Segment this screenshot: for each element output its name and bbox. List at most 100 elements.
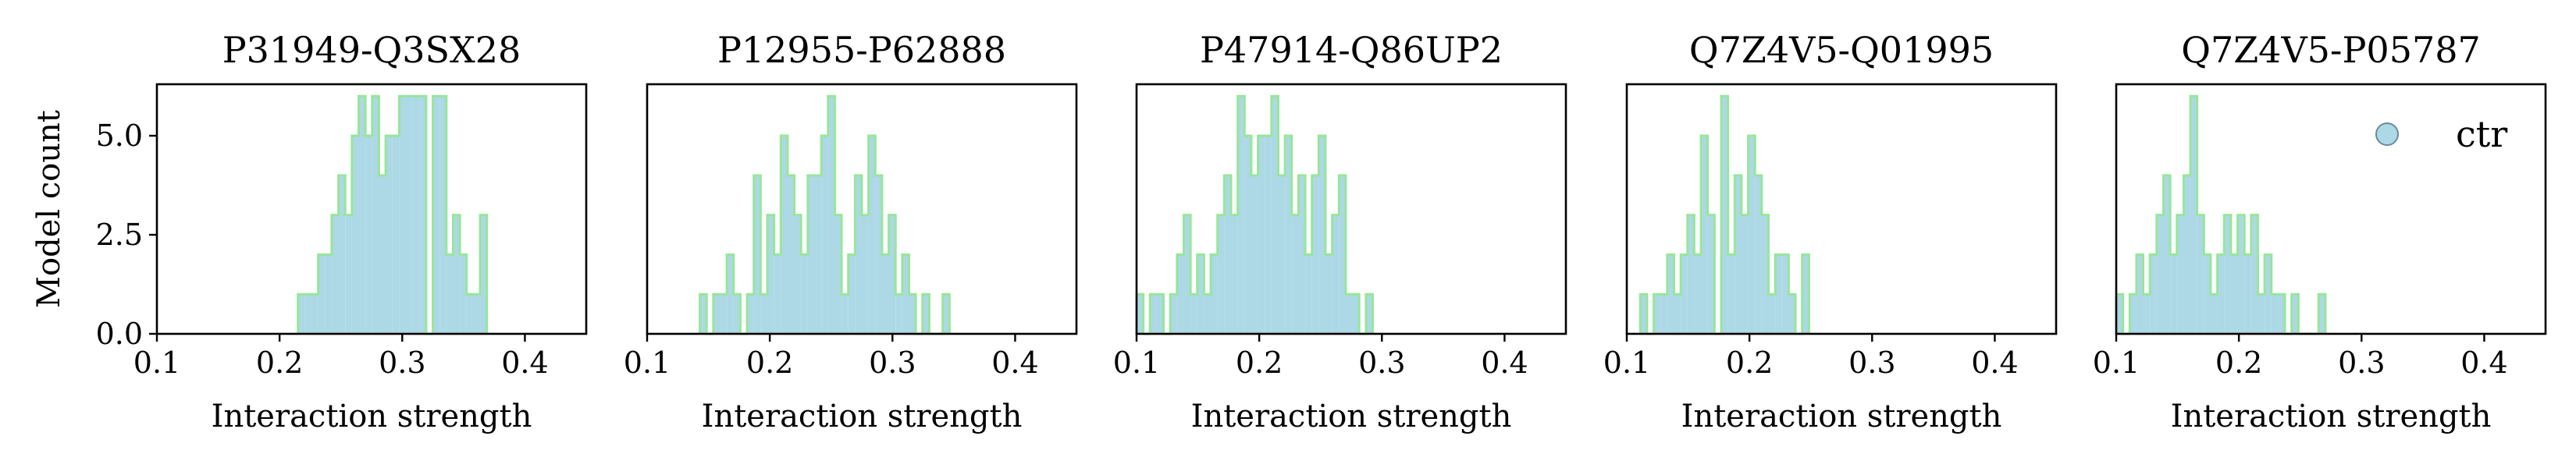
histogram-bar	[747, 294, 754, 334]
histogram-bar	[2258, 294, 2265, 334]
histogram-bar	[2278, 294, 2286, 334]
x-axis-label: Interaction strength	[212, 399, 532, 434]
histogram-bar	[1190, 294, 1197, 334]
histogram-bar	[1727, 254, 1735, 334]
histogram-bar	[1291, 214, 1299, 334]
histogram-bar	[875, 175, 882, 334]
histogram-bar	[304, 294, 311, 334]
histogram-bar	[2271, 294, 2279, 334]
histogram-bar	[720, 294, 728, 334]
histogram-bar	[1721, 96, 1728, 334]
histogram-bar	[834, 214, 842, 334]
histogram-bars	[699, 96, 950, 334]
x-tick-label: 0.4	[991, 346, 1038, 380]
histogram-bar	[895, 294, 902, 334]
panel-title: Q7Z4V5-P05787	[2181, 29, 2481, 71]
histogram-bar	[2265, 254, 2272, 334]
histogram-bar	[325, 254, 332, 334]
histogram-bar	[1748, 136, 1756, 334]
plot-frame	[2115, 83, 2547, 335]
histogram-bar	[2204, 254, 2211, 334]
x-tick-label: 0.4	[501, 346, 548, 380]
plot-frame	[1135, 83, 1567, 335]
histogram-bar	[848, 254, 856, 334]
histogram-bar	[365, 136, 372, 334]
histogram-bar	[2217, 254, 2225, 334]
x-tick-label: 0.1	[1603, 346, 1650, 380]
histogram-bar	[2129, 294, 2137, 334]
x-tick-label: 0.2	[1726, 346, 1773, 380]
histogram-bar	[1735, 175, 1742, 334]
histogram-bar	[1204, 294, 1212, 334]
histogram-bar	[1183, 214, 1191, 334]
histogram-bar	[2136, 254, 2144, 334]
histogram-bar	[1674, 294, 1681, 334]
histogram-bar	[760, 294, 767, 334]
histogram-bar	[1318, 136, 1325, 334]
histogram-bar	[1211, 254, 1218, 334]
histogram-bar	[1352, 294, 1360, 334]
histogram-bar	[713, 294, 720, 334]
histogram-bar	[1788, 294, 1796, 334]
panel-title: Q7Z4V5-Q01995	[1689, 29, 1994, 71]
histogram-bar	[922, 294, 930, 334]
histogram-bar	[419, 96, 426, 334]
histogram-bar	[358, 96, 366, 334]
histogram-panel-2: 0.1 0.2 0.3 0.4 P12955-P62888 Interaction str…	[624, 29, 1078, 434]
histogram-bar	[787, 175, 795, 334]
y-tick-label: 2.5	[96, 218, 143, 252]
histogram-bar	[841, 294, 849, 334]
x-tick-label: 0.4	[2460, 346, 2507, 380]
x-axis-label: Interaction strength	[702, 399, 1023, 434]
histogram-bar	[1640, 294, 1647, 334]
histogram-bar	[1781, 254, 1789, 334]
histogram-bars	[2116, 96, 2325, 334]
histogram-panel-3: 0.1 0.2 0.3 0.4 P47914-Q86UP2 Interaction str…	[1113, 29, 1567, 434]
histogram-bar	[1176, 254, 1184, 334]
histogram-bar	[2237, 214, 2245, 334]
histogram-bar	[399, 96, 406, 334]
histogram-bar	[1170, 294, 1177, 334]
histogram-bar	[1345, 294, 1353, 334]
histogram-bar	[2244, 254, 2251, 334]
histogram-bar	[2116, 294, 2123, 334]
histogram-bar	[1755, 175, 1762, 334]
x-tick-label: 0.3	[869, 346, 916, 380]
histogram-bar	[1802, 254, 1809, 334]
histogram-bar	[473, 294, 481, 334]
histogram-bar	[1707, 214, 1715, 334]
x-axis-label: Interaction strength	[2171, 399, 2492, 434]
histogram-bar	[1311, 175, 1319, 334]
legend-label: ctr	[2456, 113, 2507, 155]
histogram-bar	[297, 294, 305, 334]
histogram-bar	[1265, 136, 1272, 334]
y-tick-label: 0.0	[96, 317, 143, 351]
histogram-bar	[1156, 294, 1164, 334]
histogram-bar	[855, 175, 862, 334]
x-tick-label: 0.2	[256, 346, 303, 380]
histogram-bar	[1298, 175, 1306, 334]
histogram-bar	[439, 96, 447, 334]
x-tick-label: 0.1	[133, 346, 180, 380]
histogram-bar	[1251, 175, 1258, 334]
histogram-bar	[807, 175, 815, 334]
histogram-bar	[453, 214, 461, 334]
histogram-bar	[1271, 96, 1279, 334]
histogram-bar	[888, 214, 896, 334]
histogram-bar	[406, 96, 413, 334]
x-axis-label: Interaction strength	[1191, 399, 1512, 434]
histogram-bar	[1258, 136, 1265, 334]
histogram-bar	[2183, 175, 2191, 334]
panel-title: P12955-P62888	[717, 29, 1006, 71]
histogram-bar	[699, 294, 707, 334]
histogram-bar	[1653, 294, 1661, 334]
x-tick-label: 0.3	[2338, 346, 2385, 380]
histogram-bar	[2318, 294, 2325, 334]
histogram-bar	[2150, 254, 2157, 334]
histogram-bar	[794, 214, 802, 334]
histogram-bar	[909, 294, 916, 334]
histogram-bar	[2211, 294, 2218, 334]
histogram-bar	[1224, 175, 1231, 334]
histogram-outline	[297, 94, 489, 335]
histogram-bar	[801, 254, 808, 334]
